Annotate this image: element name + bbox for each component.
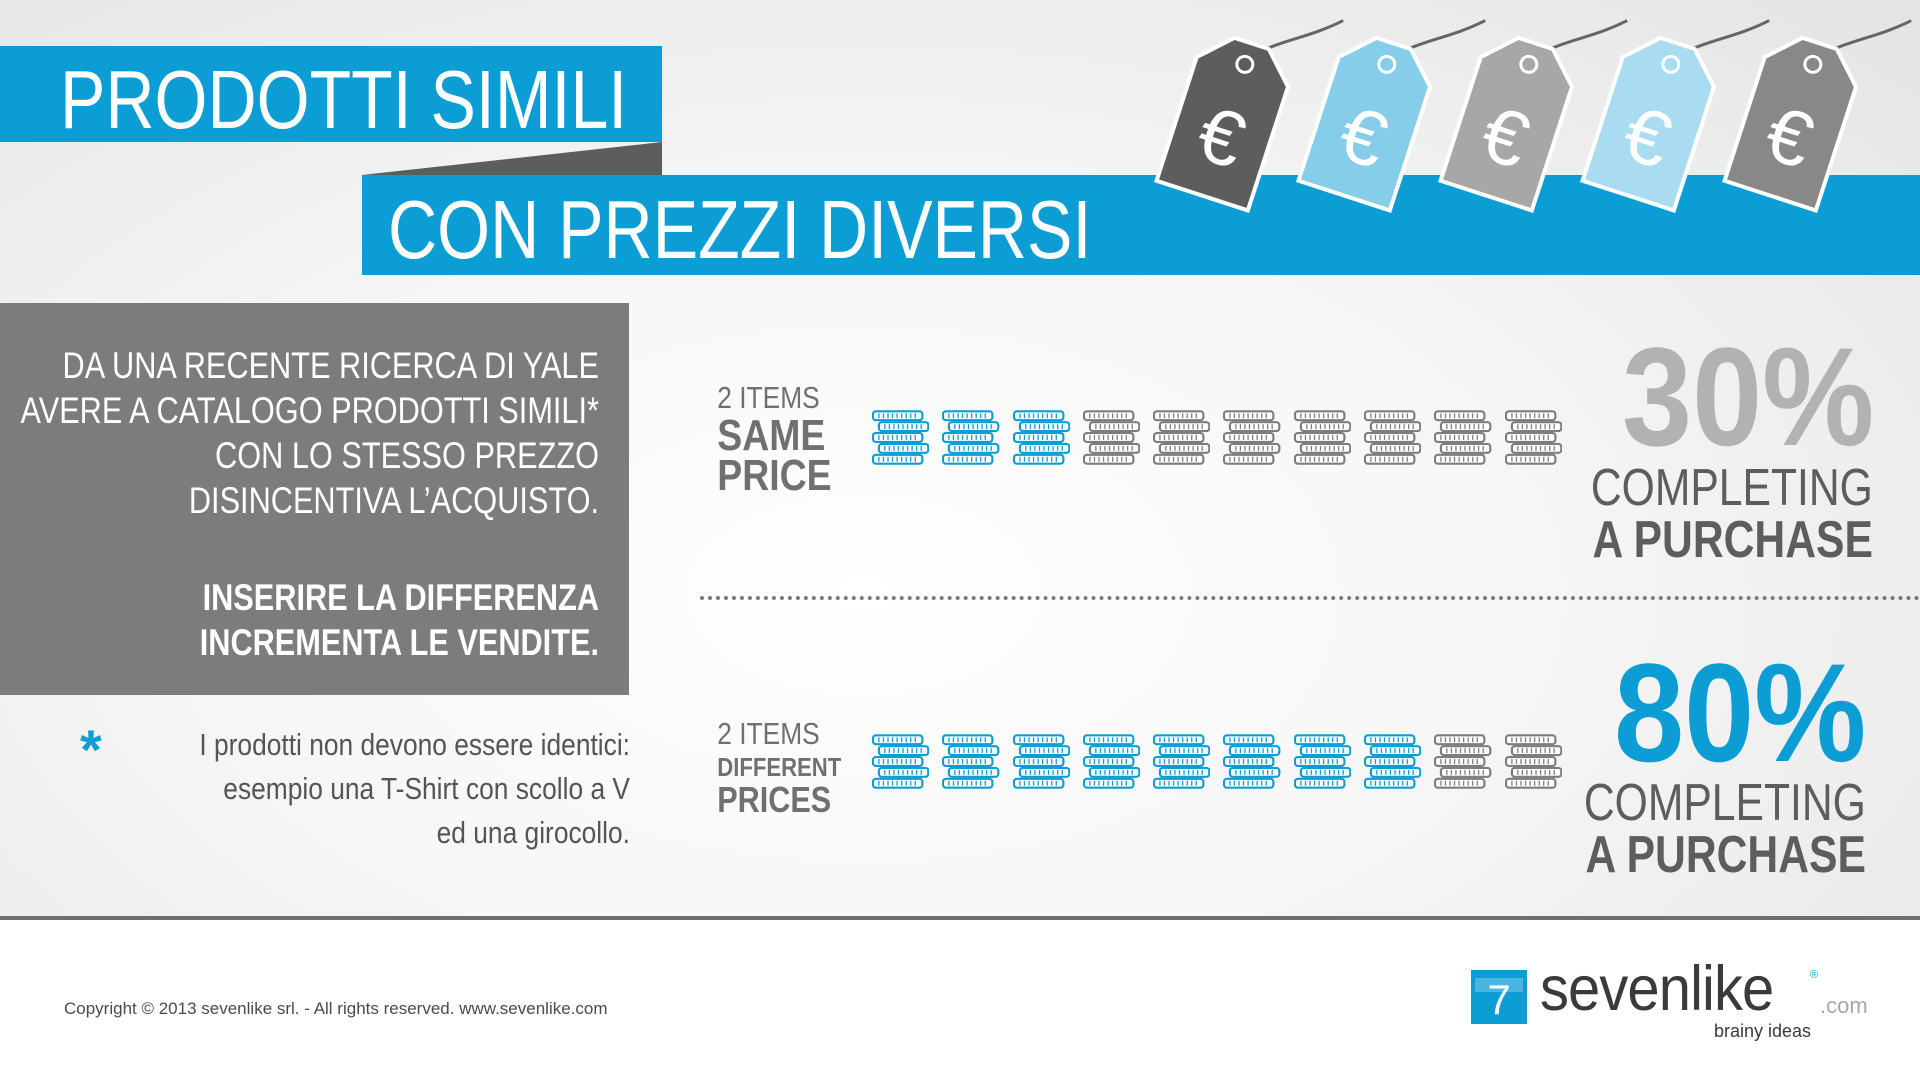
- dotted-divider: [700, 596, 1920, 600]
- coin-stack-icon: [942, 734, 1000, 789]
- coin-stack-icon: [1364, 734, 1422, 789]
- row-label-small: 2 ITEMS: [717, 380, 820, 415]
- coin-stack-icon: [872, 734, 930, 789]
- coin-stack-icon: [1504, 734, 1562, 789]
- footnote-line: I prodotti non devono essere identici:: [199, 727, 630, 762]
- euro-price-tag-icon: €: [1438, 19, 1628, 213]
- title-band-top: [0, 46, 662, 142]
- info-line: DA UNA RECENTE RICERCA DI YALE: [62, 345, 600, 386]
- coin-stack-icon: [1223, 734, 1281, 789]
- coin-stack-icon: [1504, 410, 1562, 465]
- coin-stack-icon: [1364, 410, 1422, 465]
- footnote-line: ed una girocollo.: [436, 815, 630, 850]
- row-label-different-prices: 2 ITEMS DIFFERENT PRICES: [700, 716, 842, 820]
- info-bold-line: INSERIRE LA DIFFERENZA: [202, 577, 600, 618]
- coin-stack-icon: [1082, 734, 1141, 789]
- footer: [0, 920, 1920, 1081]
- euro-price-tag-icon: €: [1722, 19, 1912, 213]
- percent-different-prices: 80%: [1613, 634, 1866, 791]
- coin-stack-icon: [1012, 734, 1070, 789]
- row-label-mid: DIFFERENT: [717, 752, 842, 782]
- coin-stack-icon: [1434, 410, 1492, 465]
- footer-divider: [0, 916, 1920, 920]
- euro-price-tag-icon: €: [1296, 19, 1486, 213]
- row-label-big: PRICE: [717, 451, 832, 500]
- row-label-same-price: 2 ITEMS SAME PRICE: [700, 380, 832, 500]
- coin-stack-icon: [1293, 734, 1352, 789]
- coin-stacks-row-1: [872, 409, 1562, 466]
- euro-price-tag-icon: €: [1154, 19, 1344, 213]
- sevenlike-logo-icon[interactable]: 7: [1471, 970, 1527, 1024]
- logo-registered: ®: [1810, 969, 1819, 981]
- coin-stack-icon: [1153, 734, 1211, 789]
- title-line-2: CON PREZZI DIVERSI: [388, 183, 1092, 276]
- info-bold-line: INCREMENTA LE VENDITE.: [199, 622, 599, 663]
- coin-stack-icon: [1293, 410, 1352, 465]
- coin-stack-icon: [942, 410, 1000, 465]
- info-text: DA UNA RECENTE RICERCA DI YALE AVERE A C…: [18, 343, 599, 523]
- percent-same-price: 30%: [1621, 318, 1874, 475]
- coin-stack-icon: [1082, 410, 1141, 465]
- row-label-big: PRICES: [717, 779, 832, 820]
- coin-stack-icon: [1012, 410, 1070, 465]
- coin-stack-icon: [872, 410, 930, 465]
- info-highlight: INSERIRE LA DIFFERENZA INCREMENTA LE VEN…: [18, 575, 599, 665]
- coin-stack-icon: [1223, 410, 1281, 465]
- row-label-small: 2 ITEMS: [717, 716, 820, 751]
- caption-line: A PURCHASE: [1592, 511, 1873, 569]
- asterisk-icon: *: [80, 718, 102, 781]
- logo-wordmark[interactable]: sevenlike: [1540, 954, 1774, 1024]
- coin-stack-icon: [1153, 410, 1211, 465]
- info-line: AVERE A CATALOGO PRODOTTI SIMILI*: [20, 390, 599, 431]
- footnote-line: esempio una T-Shirt con scollo a V: [223, 771, 630, 806]
- logo-domain: .com: [1820, 993, 1868, 1018]
- caption-line: COMPLETING: [1584, 774, 1866, 832]
- copyright: Copyright © 2013 sevenlike srl. - All ri…: [64, 999, 608, 1018]
- footnote: I prodotti non devono essere identici: e…: [180, 723, 630, 855]
- row-label-big: SAME: [717, 411, 826, 460]
- logo-number: 7: [1487, 976, 1510, 1023]
- logo-tagline: brainy ideas: [1713, 1021, 1811, 1041]
- coin-stacks-row-2: [872, 733, 1562, 790]
- caption-line: A PURCHASE: [1585, 826, 1866, 884]
- info-line: CON LO STESSO PREZZO: [215, 435, 599, 476]
- coin-stack-icon: [1434, 734, 1492, 789]
- caption-line: COMPLETING: [1591, 459, 1873, 517]
- price-tags: € € € € €: [1154, 19, 1912, 213]
- infographic: PRODOTTI SIMILI CON PREZZI DIVERSI € € € € €…: [0, 19, 1920, 884]
- info-box: DA UNA RECENTE RICERCA DI YALE AVERE A C…: [0, 303, 629, 695]
- euro-price-tag-icon: €: [1580, 19, 1770, 213]
- title-line-1: PRODOTTI SIMILI: [60, 53, 628, 146]
- info-line: DISINCENTIVA L’ACQUISTO.: [188, 480, 599, 521]
